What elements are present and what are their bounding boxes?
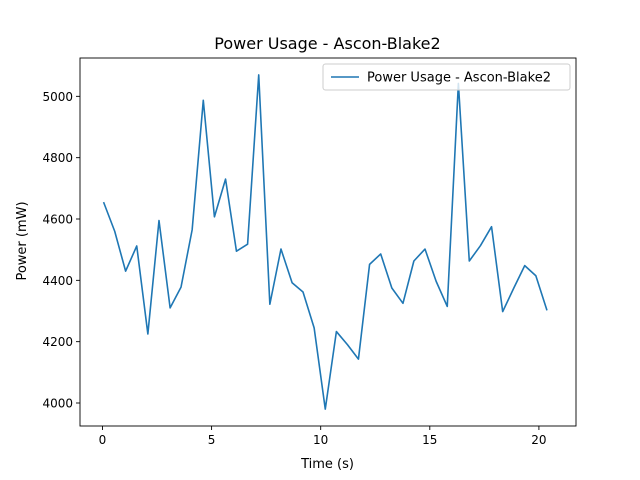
x-tick-label: 20 xyxy=(531,433,546,447)
data-point xyxy=(535,275,537,277)
x-axis-label: Time (s) xyxy=(300,457,354,472)
axes-frame xyxy=(79,57,577,427)
data-point xyxy=(480,245,482,247)
data-point xyxy=(103,201,105,203)
data-point xyxy=(214,216,216,218)
data-point xyxy=(114,230,116,232)
data-point xyxy=(302,291,304,293)
data-point xyxy=(402,303,404,305)
data-point xyxy=(125,270,127,272)
legend-box xyxy=(322,63,571,91)
data-point xyxy=(502,311,504,313)
series-line-0 xyxy=(102,74,548,410)
data-point xyxy=(313,327,315,329)
data-point xyxy=(347,344,349,346)
data-point xyxy=(358,358,360,360)
y-axis-label: Power (mW) xyxy=(15,201,30,280)
x-tick-label: 10 xyxy=(313,433,328,447)
data-point xyxy=(524,265,526,267)
data-point xyxy=(336,331,338,333)
data-point xyxy=(435,280,437,282)
legend-label: Power Usage - Ascon-Blake2 xyxy=(367,71,551,86)
data-point xyxy=(291,282,293,284)
data-point xyxy=(280,248,282,250)
data-point xyxy=(380,253,382,255)
data-point xyxy=(180,286,182,288)
x-tick-label: 15 xyxy=(422,433,437,447)
data-point xyxy=(391,287,393,289)
data-point xyxy=(491,226,493,228)
y-tick-label: 4400 xyxy=(42,274,73,288)
data-point xyxy=(236,250,238,252)
data-point xyxy=(247,243,249,245)
data-point xyxy=(258,74,260,76)
data-point xyxy=(468,260,470,262)
data-point xyxy=(546,310,548,312)
x-axis-ticks: 0 5 10 15 20 xyxy=(99,426,547,447)
y-tick-label: 4200 xyxy=(42,335,73,349)
legend: Power Usage - Ascon-Blake2 xyxy=(322,63,571,91)
y-tick-label: 4600 xyxy=(42,213,73,227)
data-point xyxy=(169,307,171,309)
data-point xyxy=(324,408,326,410)
data-point xyxy=(147,333,149,335)
data-point xyxy=(269,303,271,305)
data-point xyxy=(513,287,515,289)
chart-title: Power Usage - Ascon-Blake2 xyxy=(214,34,440,53)
data-point xyxy=(424,248,426,250)
data-point xyxy=(191,229,193,231)
data-point xyxy=(225,178,227,180)
data-point xyxy=(446,306,448,308)
data-point xyxy=(158,220,160,222)
y-tick-label: 4000 xyxy=(42,397,73,411)
data-point xyxy=(413,260,415,262)
x-tick-label: 0 xyxy=(99,433,107,447)
x-tick-label: 5 xyxy=(208,433,216,447)
plot-area xyxy=(79,57,577,427)
y-axis-ticks: 4000 4200 4400 4600 4800 5000 xyxy=(42,90,80,411)
y-tick-label: 5000 xyxy=(42,90,73,104)
data-point xyxy=(136,245,138,247)
data-point xyxy=(369,264,371,266)
data-point xyxy=(202,100,204,102)
y-tick-label: 4800 xyxy=(42,151,73,165)
